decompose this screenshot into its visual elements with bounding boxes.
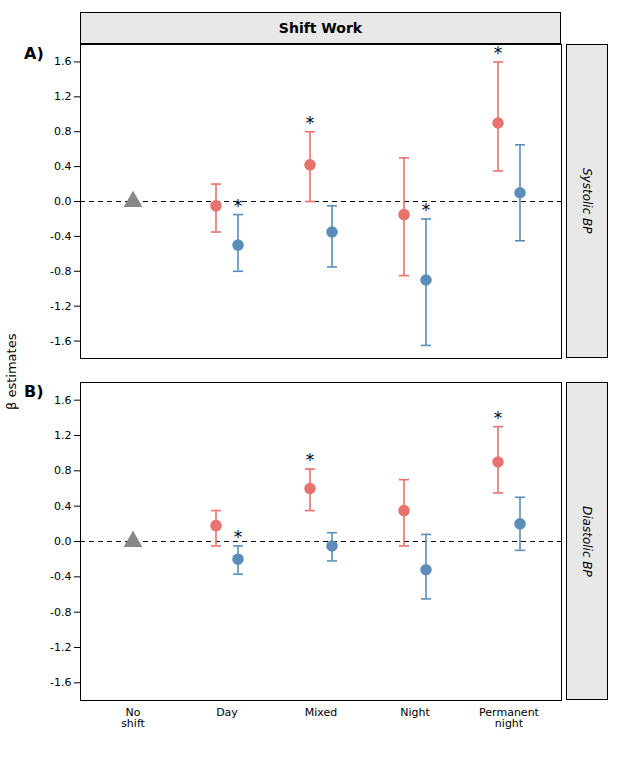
html-text:Diastolic BP: Diastolic BP <box>580 505 594 577</box>
svg-text:-1.2: -1.2 <box>50 300 71 313</box>
svg-text:Noshift: Noshift <box>121 706 145 730</box>
svg-text:-1.6: -1.6 <box>50 676 71 689</box>
svg-text:Permanentnight: Permanentnight <box>479 706 540 730</box>
svg-text:0.8: 0.8 <box>54 464 72 477</box>
svg-text:-0.8: -0.8 <box>50 606 71 619</box>
svg-text:1.2: 1.2 <box>54 429 72 442</box>
html-text:β estimates: β estimates <box>3 333 19 411</box>
svg-text:1.6: 1.6 <box>54 55 72 68</box>
svg-text:*: * <box>494 43 503 63</box>
svg-text:*: * <box>234 527 243 547</box>
html-text:B): B) <box>24 382 44 401</box>
svg-text:*: * <box>306 113 315 133</box>
html-text:Systolic BP: Systolic BP <box>580 168 594 234</box>
svg-text:0.4: 0.4 <box>54 160 72 173</box>
svg-text:-1.6: -1.6 <box>50 335 71 348</box>
svg-text:Night: Night <box>400 706 430 719</box>
svg-text:1.2: 1.2 <box>54 90 72 103</box>
svg-text:Mixed: Mixed <box>305 706 337 719</box>
svg-text:1.6: 1.6 <box>54 394 72 407</box>
html-text:A): A) <box>24 44 44 63</box>
svg-text:*: * <box>422 200 431 220</box>
svg-text:-1.2: -1.2 <box>50 641 71 654</box>
svg-text:0.0: 0.0 <box>54 535 72 548</box>
svg-text:0.4: 0.4 <box>54 500 72 513</box>
svg-text:-0.4: -0.4 <box>50 570 71 583</box>
svg-text:-0.8: -0.8 <box>50 265 71 278</box>
svg-text:*: * <box>234 196 243 216</box>
svg-text:*: * <box>306 450 315 470</box>
html-text:Shift Work: Shift Work <box>278 20 363 36</box>
svg-text:-0.4: -0.4 <box>50 230 71 243</box>
svg-text:Day: Day <box>216 706 238 719</box>
svg-text:0.8: 0.8 <box>54 125 72 138</box>
svg-text:0.0: 0.0 <box>54 195 72 208</box>
svg-text:*: * <box>494 408 503 428</box>
